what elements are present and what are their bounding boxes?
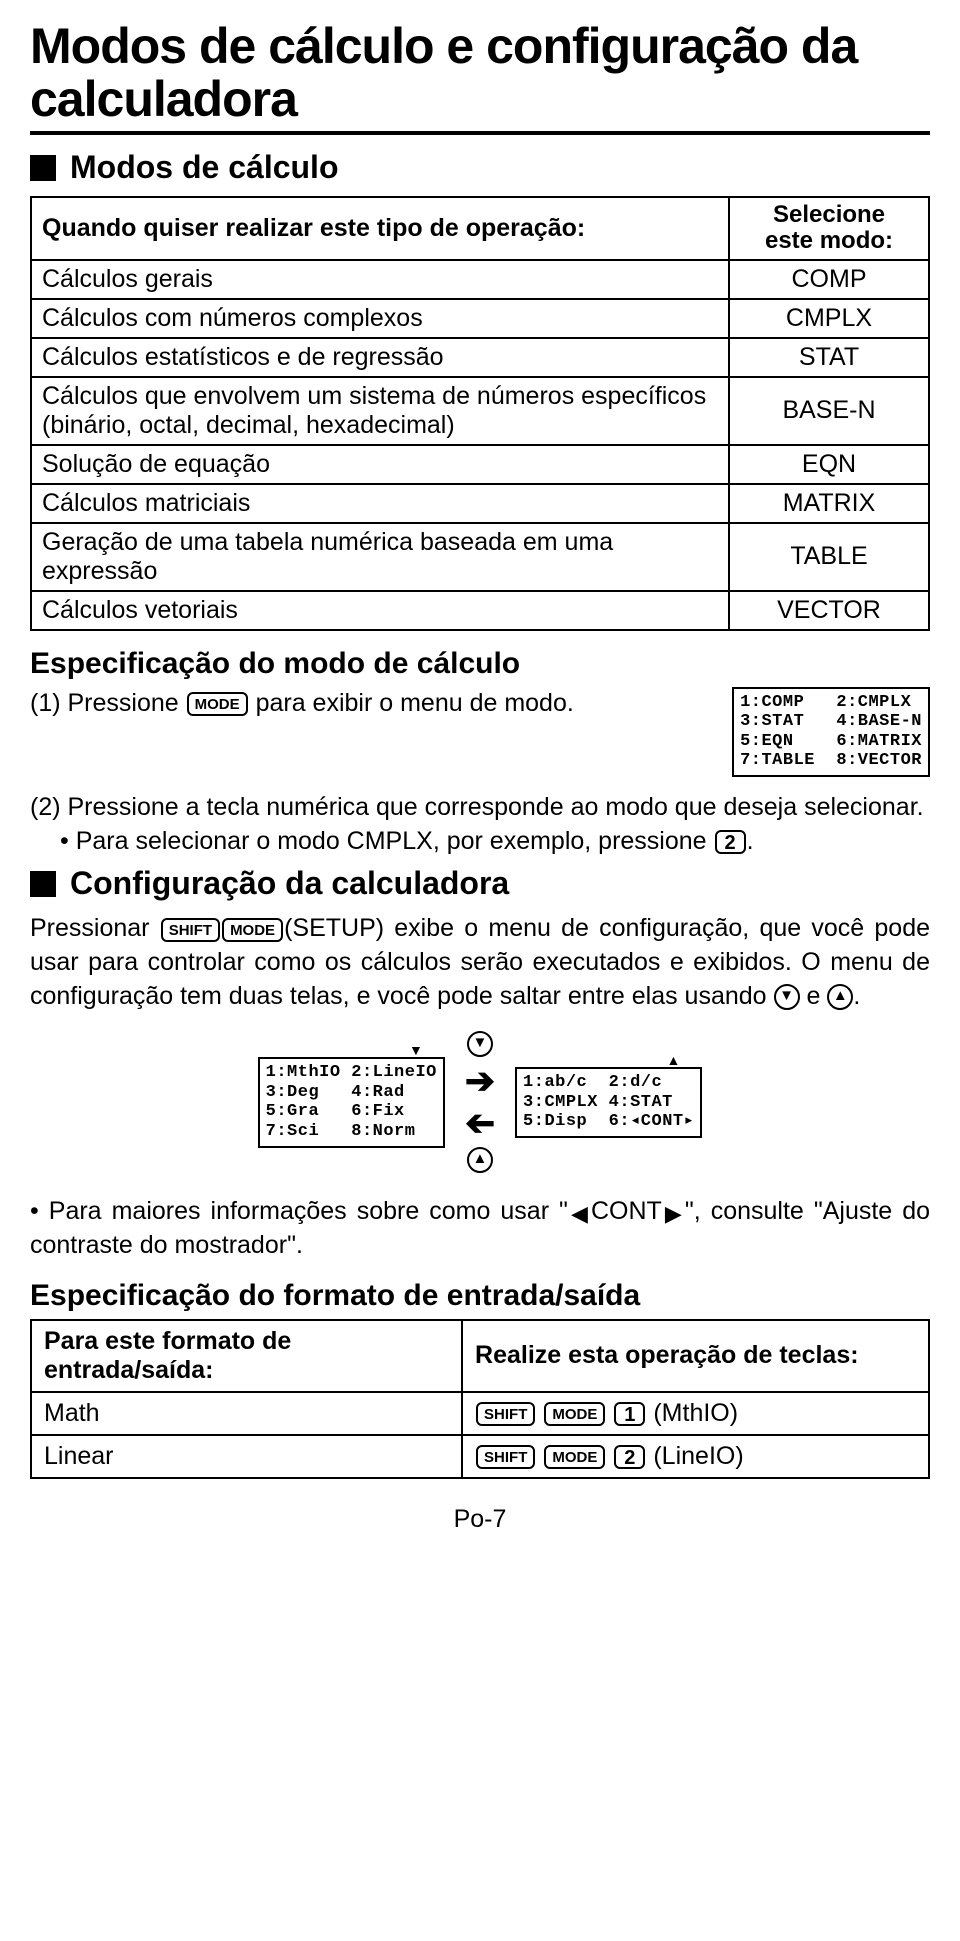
down-arrow-icon: ▼ <box>467 1031 493 1057</box>
triangle-left-icon: ◀ <box>568 1201 591 1226</box>
step-2: (2) Pressione a tecla numérica que corre… <box>30 791 930 825</box>
setup-diagram: ▼ 1:MthIO 2:LineIO 3:Deg 4:Rad 5:Gra 6:F… <box>30 1031 930 1173</box>
table-row: Math SHIFT MODE 1 (MthIO) <box>31 1392 929 1435</box>
up-arrow-icon: ▲ <box>827 984 853 1010</box>
io-header-left: Para este formato de entrada/saída: <box>31 1320 462 1392</box>
table-row: Linear SHIFT MODE 2 (LineIO) <box>31 1435 929 1478</box>
mode-menu-screen: 1:COMP 2:CMPLX 3:STAT 4:BASE-N 5:EQN 6:M… <box>732 687 930 777</box>
io-header-right: Realize esta operação de teclas: <box>462 1320 929 1392</box>
modes-header-left: Quando quiser realizar este tipo de oper… <box>31 197 729 260</box>
setup-screen-1: 1:MthIO 2:LineIO 3:Deg 4:Rad 5:Gra 6:Fix… <box>258 1057 445 1147</box>
section-modos-text: Modos de cálculo <box>70 149 338 186</box>
down-arrow-icon: ▼ <box>774 984 800 1010</box>
io-table: Para este formato de entrada/saída: Real… <box>30 1319 930 1479</box>
table-row: Solução de equaçãoEQN <box>31 445 929 484</box>
shift-key: SHIFT <box>476 1402 535 1426</box>
table-row: Cálculos estatísticos e de regressãoSTAT <box>31 338 929 377</box>
up-arrow-icon: ▲ <box>467 1147 493 1173</box>
square-bullet-icon <box>30 871 56 897</box>
table-row: Cálculos matriciaisMATRIX <box>31 484 929 523</box>
table-header-row: Quando quiser realizar este tipo de oper… <box>31 197 929 260</box>
right-arrow-icon: ➔ <box>465 1063 495 1099</box>
mode-key: MODE <box>187 692 248 716</box>
table-row: Cálculos que envolvem um sistema de núme… <box>31 377 929 445</box>
shift-key: SHIFT <box>476 1445 535 1469</box>
step-1: (1) Pressione MODE para exibir o menu de… <box>30 687 712 720</box>
table-row: Cálculos geraisCOMP <box>31 260 929 299</box>
shift-key: SHIFT <box>161 918 220 942</box>
mode-key: MODE <box>222 918 283 942</box>
table-row: Cálculos com números complexosCMPLX <box>31 299 929 338</box>
page-title: Modos de cálculo e configuração da calcu… <box>30 20 930 135</box>
spec-mode-heading: Especificação do modo de cálculo <box>30 647 930 681</box>
scroll-down-indicator-icon: ▼ <box>409 1043 423 1057</box>
scroll-up-indicator-icon: ▲ <box>666 1053 680 1067</box>
section-config-text: Configuração da calculadora <box>70 865 509 902</box>
setup-screen-2: 1:ab/c 2:d/c 3:CMPLX 4:STAT 5:Disp 6:◂CO… <box>515 1067 702 1138</box>
modes-table: Quando quiser realizar este tipo de oper… <box>30 196 930 631</box>
left-arrow-icon: ➔ <box>465 1105 495 1141</box>
modes-header-right: Selecione este modo: <box>729 197 929 260</box>
section-config-heading: Configuração da calculadora <box>30 865 930 902</box>
two-key: 2 <box>614 1445 645 1469</box>
config-paragraph: Pressionar SHIFTMODE(SETUP) exibe o menu… <box>30 912 930 1013</box>
table-row: Cálculos vetoriaisVECTOR <box>31 591 929 630</box>
mode-key: MODE <box>544 1402 605 1426</box>
table-row: Geração de uma tabela numérica baseada e… <box>31 523 929 591</box>
cont-note: • Para maiores informações sobre como us… <box>30 1195 930 1263</box>
section-modos-heading: Modos de cálculo <box>30 149 930 186</box>
page-number: Po-7 <box>30 1505 930 1534</box>
triangle-right-icon: ▶ <box>662 1201 685 1226</box>
step-2-bullet: • Para selecionar o modo CMPLX, por exem… <box>30 825 930 858</box>
square-bullet-icon <box>30 155 56 181</box>
one-key: 1 <box>614 1402 645 1426</box>
table-header-row: Para este formato de entrada/saída: Real… <box>31 1320 929 1392</box>
two-key: 2 <box>715 830 746 854</box>
io-format-heading: Especificação do formato de entrada/saíd… <box>30 1279 930 1313</box>
mode-key: MODE <box>544 1445 605 1469</box>
